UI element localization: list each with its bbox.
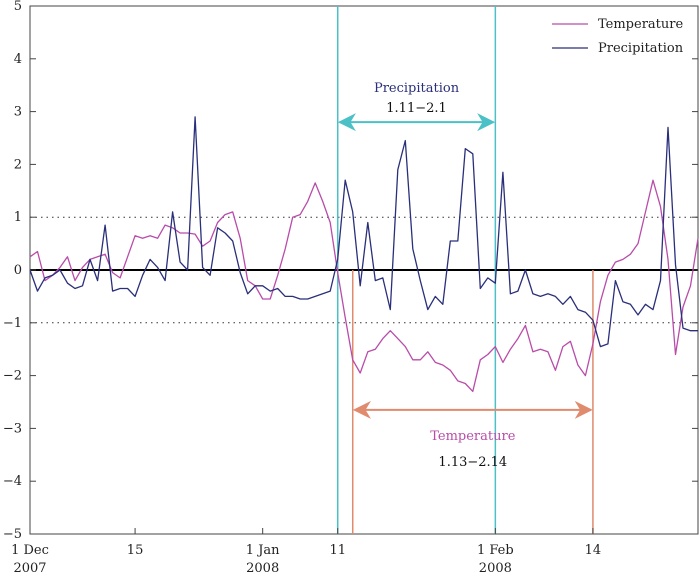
y-tick-label: 4 (14, 52, 22, 67)
x-tick-label: 1 Feb (477, 543, 514, 558)
x-tick-label: 15 (127, 543, 144, 558)
x-tick-year-label: 2008 (479, 561, 512, 576)
x-tick-label: 11 (329, 543, 346, 558)
annotation-label: Temperature (430, 429, 515, 444)
y-tick-label: 2 (14, 157, 22, 172)
precipitation-series-line (29, 116, 698, 348)
annotation-range: 1.11−2.1 (386, 101, 447, 116)
y-tick-label: 0 (14, 263, 22, 278)
y-tick-label: −2 (3, 369, 22, 384)
y-tick-label: −3 (3, 421, 22, 436)
y-tick-label: −4 (3, 474, 22, 489)
y-tick-label: 5 (14, 0, 22, 14)
annotation-label: Precipitation (374, 81, 460, 96)
y-tick-label: −5 (3, 527, 22, 542)
x-tick-year-label: 2008 (246, 561, 279, 576)
legend-label: Precipitation (598, 41, 684, 56)
x-tick-label: 14 (585, 543, 602, 558)
legend-label: Temperature (598, 17, 683, 32)
annotation-range: 1.13−2.14 (438, 455, 507, 470)
x-tick-year-label: 2007 (13, 561, 46, 576)
y-tick-label: −1 (3, 316, 22, 331)
x-tick-label: 1 Jan (246, 543, 280, 558)
y-tick-label: 1 (14, 210, 22, 225)
y-tick-label: 3 (14, 105, 22, 120)
temperature-series-line (29, 179, 699, 393)
x-tick-label: 1 Dec (11, 543, 49, 558)
